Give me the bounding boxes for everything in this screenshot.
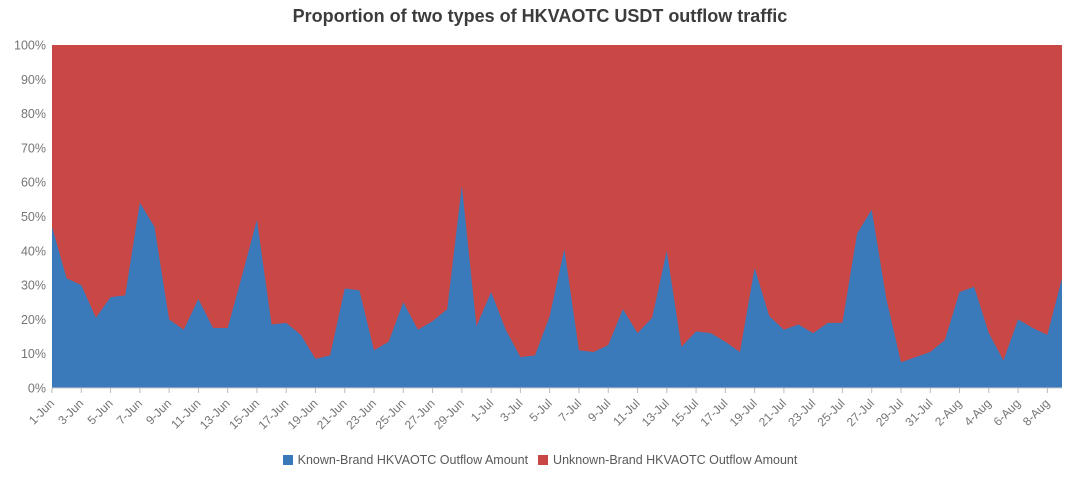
x-axis-label: 5-Jun (85, 396, 116, 427)
y-axis-label: 30% (21, 279, 46, 293)
legend-swatch-known-icon (282, 455, 293, 465)
x-axis-label: 3-Jun (55, 396, 86, 427)
x-axis-label: 7-Jun (114, 396, 145, 427)
x-axis-label: 6-Aug (991, 396, 1024, 429)
x-axis-label: 23-Jul (785, 396, 818, 429)
legend-label-known: Known-Brand HKVAOTC Outflow Amount (297, 453, 529, 467)
legend-label-unknown: Unknown-Brand HKVAOTC Outflow Amount (553, 453, 798, 467)
legend-item-unknown-brand[interactable]: Unknown-Brand HKVAOTC Outflow Amount (538, 453, 797, 467)
x-axis-label: 29-Jun (431, 396, 467, 432)
y-axis-label: 90% (21, 73, 46, 87)
x-axis-label: 21-Jul (756, 396, 789, 429)
x-axis-label: 13-Jun (197, 396, 233, 432)
x-axis-label: 21-Jun (314, 396, 350, 432)
x-axis-label: 8-Aug (1020, 396, 1053, 429)
x-axis-label: 17-Jun (255, 396, 291, 432)
y-axis-label: 50% (21, 210, 46, 224)
x-axis-label: 13-Jul (639, 396, 672, 429)
y-axis-label: 100% (14, 39, 46, 53)
y-axis-label: 60% (21, 176, 46, 190)
legend-item-known-brand[interactable]: Known-Brand HKVAOTC Outflow Amount (282, 453, 529, 467)
x-axis-label: 15-Jun (226, 396, 262, 432)
x-axis-label: 5-Jul (527, 396, 555, 424)
y-axis-label: 20% (21, 313, 46, 327)
y-axis-label: 70% (21, 141, 46, 155)
x-axis-label: 4-Aug (961, 396, 994, 429)
x-axis-label: 7-Jul (556, 396, 584, 424)
y-axis-label: 80% (21, 107, 46, 121)
x-axis-label: 11-Jul (610, 396, 642, 428)
x-axis-label: 15-Jul (668, 396, 701, 429)
x-axis-label: 25-Jul (815, 396, 848, 429)
y-axis-label: 40% (21, 244, 46, 258)
x-axis-label: 25-Jun (373, 396, 409, 432)
x-axis-label: 31-Jul (902, 396, 935, 429)
x-axis-label: 27-Jun (402, 396, 438, 432)
legend: Known-Brand HKVAOTC Outflow Amount Unkno… (0, 453, 1080, 467)
x-axis-label: 1-Jul (468, 396, 496, 424)
chart-title: Proportion of two types of HKVAOTC USDT … (292, 6, 788, 26)
x-axis-label: 27-Jul (844, 396, 877, 429)
x-axis-label: 17-Jul (697, 396, 730, 429)
stacked-area-plot: 0%10%20%30%40%50%60%70%80%90%100%1-Jun3-… (14, 39, 1062, 432)
x-axis-label: 23-Jun (343, 396, 379, 432)
x-axis-label: 19-Jun (285, 396, 321, 432)
known-brand-area (52, 185, 1062, 388)
x-axis-label: 29-Jul (873, 396, 906, 429)
x-axis-label: 1-Jun (26, 396, 57, 427)
x-axis-label: 9-Jul (585, 396, 613, 424)
x-axis-label: 19-Jul (727, 396, 760, 429)
y-axis-label: 10% (21, 347, 46, 361)
x-axis-label: 3-Jul (497, 396, 525, 424)
x-axis-label: 2-Aug (932, 396, 965, 429)
legend-swatch-unknown-icon (538, 455, 549, 465)
x-axis-label: 11-Jun (168, 396, 203, 431)
y-axis-label: 0% (28, 382, 46, 396)
